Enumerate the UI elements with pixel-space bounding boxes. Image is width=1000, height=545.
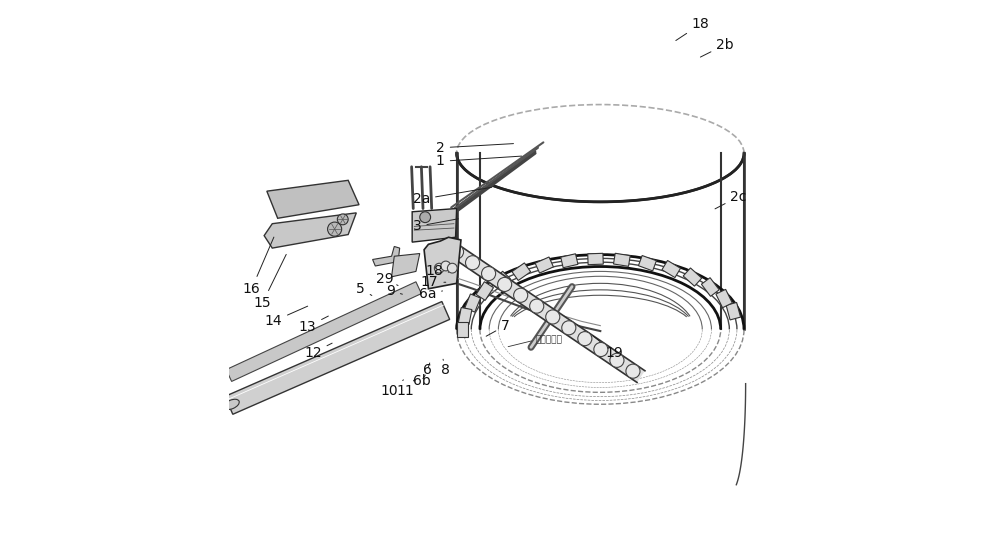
Polygon shape [662, 261, 681, 277]
Text: 6b: 6b [413, 374, 430, 388]
Circle shape [337, 214, 348, 225]
Text: 16: 16 [243, 237, 274, 296]
Polygon shape [465, 294, 480, 312]
Text: 2b: 2b [700, 38, 734, 57]
Text: 13: 13 [299, 316, 328, 334]
Polygon shape [726, 302, 741, 320]
Polygon shape [264, 213, 356, 248]
Text: 29: 29 [376, 272, 398, 286]
Text: 11: 11 [396, 380, 414, 398]
Polygon shape [226, 282, 421, 381]
Polygon shape [424, 237, 461, 289]
Polygon shape [457, 322, 468, 337]
Circle shape [466, 256, 480, 270]
Text: 5: 5 [356, 282, 372, 296]
Polygon shape [492, 271, 510, 290]
Polygon shape [373, 246, 400, 266]
Circle shape [328, 222, 342, 236]
Text: 7: 7 [486, 319, 510, 336]
Text: 3: 3 [413, 219, 458, 233]
Text: 2c: 2c [715, 190, 747, 209]
Polygon shape [701, 278, 719, 296]
Polygon shape [614, 253, 630, 267]
Circle shape [441, 261, 451, 271]
Polygon shape [476, 282, 493, 300]
Circle shape [498, 277, 512, 292]
Text: 12: 12 [304, 343, 332, 360]
Text: 14: 14 [265, 306, 308, 328]
Text: 8: 8 [441, 359, 450, 377]
Circle shape [594, 342, 608, 356]
Circle shape [578, 331, 592, 346]
Polygon shape [716, 289, 732, 308]
Text: 17: 17 [421, 275, 446, 289]
Circle shape [530, 299, 544, 313]
Text: 6: 6 [423, 363, 432, 377]
Polygon shape [683, 268, 702, 286]
Text: 19: 19 [593, 336, 623, 360]
Circle shape [482, 267, 496, 281]
Text: 18: 18 [425, 264, 448, 278]
Text: 6a: 6a [419, 287, 443, 301]
Circle shape [626, 364, 640, 378]
Text: 分离弹簧簧: 分离弹簧簧 [535, 336, 562, 345]
Text: 18: 18 [676, 17, 709, 40]
Polygon shape [412, 209, 457, 242]
Circle shape [447, 263, 457, 273]
Circle shape [562, 321, 576, 335]
Polygon shape [267, 180, 359, 219]
Polygon shape [535, 257, 553, 273]
Text: 2a: 2a [413, 187, 492, 207]
Circle shape [420, 212, 431, 222]
Ellipse shape [224, 399, 239, 409]
Text: 9: 9 [386, 284, 402, 298]
Text: 10: 10 [380, 380, 403, 398]
Polygon shape [512, 263, 531, 281]
Polygon shape [588, 253, 603, 265]
Circle shape [449, 245, 464, 259]
Polygon shape [445, 241, 645, 383]
Polygon shape [561, 254, 578, 268]
Polygon shape [225, 301, 450, 414]
Text: 1: 1 [436, 154, 522, 168]
Circle shape [514, 288, 528, 302]
Polygon shape [392, 253, 420, 277]
Circle shape [434, 263, 444, 273]
Text: 2: 2 [436, 141, 513, 155]
Polygon shape [458, 307, 472, 324]
Circle shape [546, 310, 560, 324]
Text: 15: 15 [254, 255, 286, 310]
Circle shape [610, 353, 624, 367]
Polygon shape [638, 256, 656, 271]
